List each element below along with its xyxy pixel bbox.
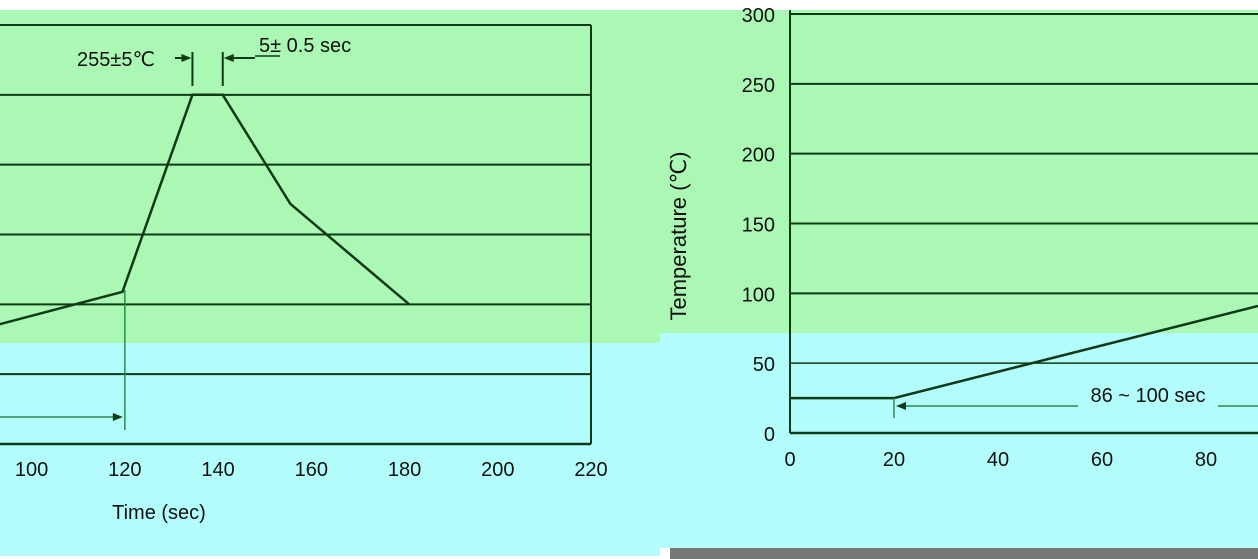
- duration-annotation: 86 ~ 100 sec: [1090, 385, 1205, 407]
- x-tick-label-right: 40: [987, 449, 1009, 471]
- lower-band-right: [660, 333, 1258, 548]
- marker-arrowhead: [112, 413, 123, 421]
- x-tick-label-right: 60: [1091, 449, 1113, 471]
- x-tick-label-left: 120: [108, 459, 141, 481]
- x-axis-label: Time (sec): [112, 502, 206, 524]
- background-bands: [0, 10, 1258, 559]
- x-tick-label-right: 0: [784, 449, 795, 471]
- bottom-gray-bar: [670, 548, 1258, 559]
- x-tick-label-left: 140: [201, 459, 234, 481]
- peak-time-arrowhead: [223, 54, 234, 62]
- peak-time-annotation: 5± 0.5 sec: [259, 35, 351, 57]
- x-tick-label-left: 100: [15, 459, 48, 481]
- x-tick-label-left: 200: [481, 459, 514, 481]
- x-tick-label-left: 180: [388, 459, 421, 481]
- y-tick-label-right: 0: [764, 424, 775, 446]
- peak-temp-annotation: 255±5℃: [77, 49, 155, 71]
- lower-band-left: [0, 343, 660, 556]
- y-tick-label-right: 100: [742, 284, 775, 306]
- upper-band-right: [660, 10, 1258, 333]
- x-tick-label-right: 80: [1195, 449, 1217, 471]
- y-axis-label: Temperature (℃): [666, 152, 691, 321]
- y-tick-label-right: 150: [742, 215, 775, 237]
- y-tick-label-right: 300: [742, 5, 775, 27]
- duration-arrowhead: [896, 402, 906, 410]
- right-panel: 0 50 100 150 200 250 300 0 20 40 60 80: [742, 5, 1258, 471]
- x-tick-label-left: 160: [295, 459, 328, 481]
- peak-temp-arrowhead: [181, 54, 192, 62]
- y-tick-label-right: 50: [753, 354, 775, 376]
- upper-band-left: [0, 10, 660, 343]
- x-tick-label-left: 220: [574, 459, 607, 481]
- left-panel: 100 120 140 160 180 200 220: [0, 24, 608, 481]
- temperature-profile-line: [0, 93, 411, 326]
- x-tick-label-right: 20: [883, 449, 905, 471]
- y-tick-label-right: 200: [742, 145, 775, 167]
- y-tick-label-right: 250: [742, 75, 775, 97]
